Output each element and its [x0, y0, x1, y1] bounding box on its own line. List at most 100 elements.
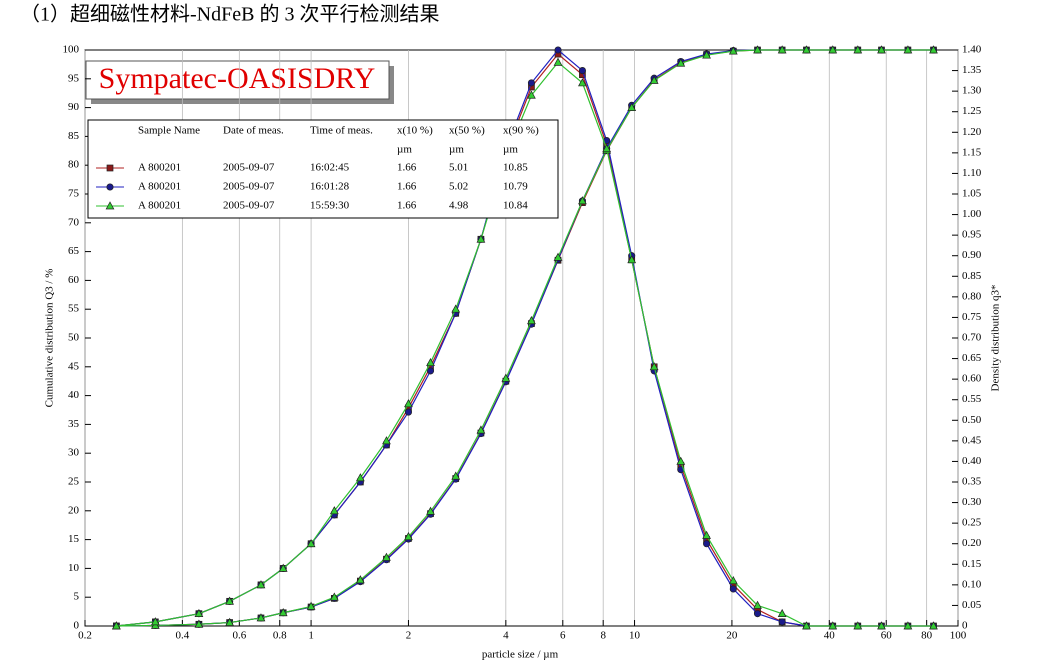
y-tick-label: 30 [68, 447, 80, 459]
y-tick-label: 65 [68, 245, 80, 257]
legend-header: x(10 %) [397, 125, 433, 137]
x-tick-label: 8 [600, 630, 606, 642]
marker [476, 234, 486, 243]
marker [702, 50, 711, 59]
y2-tick-label: 0.20 [962, 537, 982, 549]
marker [105, 201, 115, 210]
y2-tick-label: 1.10 [962, 167, 982, 179]
legend-cell: 5.02 [449, 181, 468, 193]
y-tick-label: 95 [68, 72, 80, 84]
marker [256, 613, 266, 622]
marker [527, 79, 535, 87]
marker [404, 531, 413, 541]
x-tick-label: 0.6 [232, 630, 246, 642]
legend-cell: 1.66 [397, 200, 417, 212]
y2-tick-label: 0.15 [962, 558, 982, 570]
legend-cell: 16:02:45 [310, 162, 350, 174]
marker [527, 90, 536, 99]
y-tick-label: 15 [68, 533, 80, 545]
legend-header: Sample Name [138, 125, 200, 137]
marker [777, 608, 787, 618]
marker [903, 621, 913, 630]
y2-tick-label: 1.30 [962, 85, 982, 97]
marker [649, 75, 659, 84]
marker [476, 425, 486, 434]
y-tick-label: 100 [63, 44, 80, 56]
legend-header: x(90 %) [503, 125, 539, 137]
marker [729, 585, 737, 593]
marker [426, 367, 435, 375]
marker [306, 601, 316, 610]
y2-tick-label: 0.80 [962, 290, 982, 302]
y-tick-label: 55 [68, 303, 80, 315]
y-tick-label: 85 [68, 130, 80, 142]
legend-unit: µm [397, 144, 412, 156]
legend-unit: µm [449, 144, 464, 156]
legend-cell: 2005-09-07 [223, 162, 275, 174]
marker [753, 45, 762, 54]
y-axis-label: Cumulative distribution Q3 / % [44, 269, 56, 408]
marker [278, 608, 288, 617]
page-heading: （1）超细磁性材料-NdFeB 的 3 次平行检测结果 [20, 3, 439, 26]
y2-tick-label: 1.40 [962, 44, 982, 56]
marker [225, 596, 235, 605]
marker [225, 617, 235, 626]
marker [728, 46, 738, 55]
legend-header: Time of meas. [310, 125, 373, 137]
y2-tick-label: 0.50 [962, 414, 982, 426]
marker [404, 399, 413, 408]
y2-tick-label: 1.00 [962, 208, 982, 220]
marker [877, 621, 886, 630]
marker [106, 183, 114, 191]
y2-tick-label: 0.55 [962, 393, 982, 405]
marker [306, 538, 316, 548]
legend-cell: 4.98 [449, 200, 469, 212]
legend-cell: A 800201 [138, 181, 181, 193]
x-tick-label: 20 [726, 630, 738, 642]
y-tick-label: 80 [68, 159, 80, 171]
marker [278, 563, 288, 572]
marker [828, 621, 838, 630]
badge-box [85, 60, 390, 100]
marker [877, 45, 886, 54]
y2-tick-label: 0.90 [962, 249, 982, 261]
y-tick-label: 40 [68, 389, 80, 401]
x-tick-label: 40 [824, 630, 836, 642]
marker [676, 58, 686, 67]
y2-tick-label: 0.45 [962, 434, 982, 446]
marker [382, 436, 391, 445]
marker [853, 621, 863, 630]
marker [929, 621, 938, 630]
x-tick-label: 10 [629, 630, 641, 642]
marker [194, 608, 204, 618]
y-tick-label: 60 [68, 274, 80, 286]
y2-tick-label: 0.60 [962, 373, 982, 385]
marker [578, 78, 587, 87]
legend-unit: µm [503, 144, 518, 156]
marker [553, 252, 563, 261]
y-tick-label: 35 [68, 418, 80, 430]
badge-text: Sympatec-OASISDRY [99, 62, 376, 95]
x-tick-label: 1 [308, 630, 314, 642]
y2-tick-label: 0.10 [962, 578, 982, 590]
marker [329, 592, 339, 601]
x-tick-label: 80 [921, 630, 933, 642]
marker [355, 473, 365, 482]
marker [753, 600, 762, 609]
marker [111, 621, 121, 630]
marker [703, 540, 711, 548]
x-tick-label: 60 [881, 630, 893, 642]
marker [903, 45, 913, 54]
legend-cell: 10.85 [503, 162, 528, 174]
marker [853, 45, 863, 54]
y2-tick-label: 0.05 [962, 599, 982, 611]
y2-tick-label: 0.95 [962, 229, 982, 241]
x-tick-label: 0.4 [175, 630, 189, 642]
marker [929, 45, 938, 54]
y-tick-label: 75 [68, 188, 80, 200]
marker [828, 45, 838, 54]
y2-tick-label: 1.05 [962, 188, 982, 200]
y-tick-label: 45 [68, 360, 80, 372]
x-tick-label: 6 [560, 630, 566, 642]
